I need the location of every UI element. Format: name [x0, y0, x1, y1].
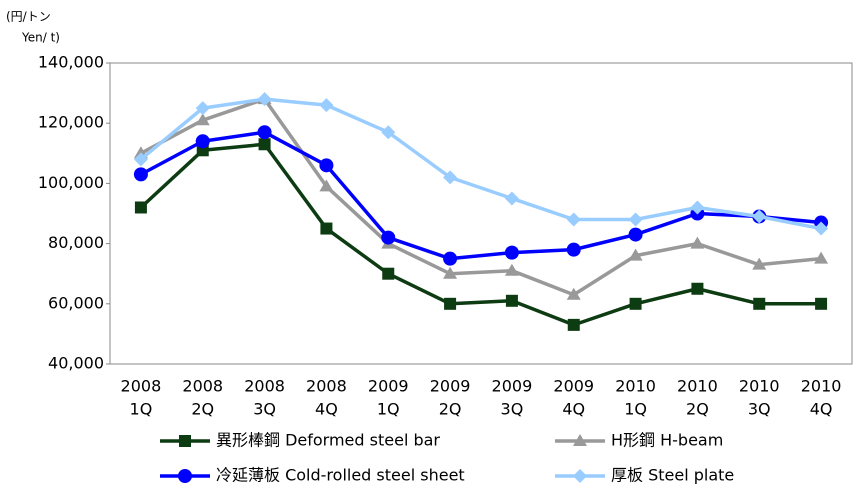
- x-tick-label: 2010: [615, 377, 656, 396]
- legend-marker: [179, 435, 191, 447]
- x-tick-label: 2008: [244, 377, 285, 396]
- marker: [752, 209, 767, 224]
- marker: [566, 212, 581, 227]
- x-tick-label: 2Q: [686, 400, 709, 419]
- marker: [257, 125, 272, 140]
- x-tick-label: 2010: [677, 377, 718, 396]
- x-tick-label: 4Q: [810, 400, 833, 419]
- marker: [443, 170, 458, 185]
- x-tick-label: 4Q: [562, 400, 585, 419]
- x-tick-label: 2010: [739, 377, 780, 396]
- x-tick-label: 2009: [553, 377, 594, 396]
- marker: [815, 297, 828, 310]
- x-tick-label: 3Q: [501, 400, 524, 419]
- marker: [814, 221, 829, 236]
- marker: [566, 242, 581, 257]
- y-axis-label: (円/トン: [6, 10, 51, 24]
- y-axis-label: Yen/ t): [21, 31, 60, 45]
- y-tick-label: 80,000: [48, 233, 104, 252]
- series-line: [139, 97, 822, 231]
- x-tick-label: 2008: [182, 377, 223, 396]
- legend-marker: [573, 469, 587, 483]
- marker: [319, 179, 334, 192]
- marker: [257, 92, 272, 107]
- marker: [753, 297, 766, 310]
- marker: [504, 245, 519, 260]
- legend-marker: [573, 434, 587, 446]
- y-tick-label: 140,000: [38, 53, 104, 72]
- marker: [566, 287, 581, 300]
- marker: [195, 101, 210, 116]
- x-tick-label: 1Q: [130, 400, 153, 419]
- marker: [319, 158, 334, 173]
- marker: [690, 236, 705, 249]
- x-tick-label: 1Q: [624, 400, 647, 419]
- x-tick-label: 2009: [430, 377, 471, 396]
- marker: [629, 297, 642, 310]
- marker: [504, 263, 519, 276]
- marker: [133, 167, 148, 182]
- marker: [320, 222, 333, 235]
- x-tick-label: 2010: [801, 377, 842, 396]
- marker: [134, 201, 147, 214]
- marker: [690, 200, 705, 215]
- marker: [195, 113, 210, 126]
- marker: [381, 125, 396, 140]
- marker: [133, 152, 148, 167]
- y-tick-label: 60,000: [48, 293, 104, 312]
- legend-label: 厚板 Steel plate: [611, 466, 734, 485]
- marker: [444, 297, 457, 310]
- marker: [319, 98, 334, 113]
- marker: [443, 266, 458, 279]
- y-tick-label: 100,000: [38, 173, 104, 192]
- x-tick-label: 1Q: [377, 400, 400, 419]
- marker: [814, 251, 829, 264]
- marker: [752, 257, 767, 270]
- marker: [505, 294, 518, 307]
- x-tick-label: 2Q: [191, 400, 214, 419]
- y-tick-label: 120,000: [38, 113, 104, 132]
- marker: [628, 212, 643, 227]
- marker: [691, 282, 704, 295]
- marker: [504, 191, 519, 206]
- legend-label: H形鋼 H-beam: [611, 431, 723, 450]
- series-line: [140, 130, 822, 261]
- marker: [258, 138, 271, 151]
- x-tick-label: 3Q: [748, 400, 771, 419]
- series-line: [140, 97, 822, 297]
- x-tick-label: 2009: [492, 377, 533, 396]
- x-tick-label: 2009: [368, 377, 409, 396]
- x-tick-label: 4Q: [315, 400, 338, 419]
- marker: [382, 267, 395, 280]
- marker: [443, 251, 458, 266]
- legend-label: 冷延薄板 Cold-rolled steel sheet: [216, 466, 465, 485]
- marker: [628, 227, 643, 242]
- x-tick-label: 2008: [306, 377, 347, 396]
- marker: [567, 318, 580, 331]
- marker: [628, 248, 643, 261]
- legend-label: 異形棒鋼 Deformed steel bar: [216, 431, 440, 450]
- x-tick-label: 2Q: [439, 400, 462, 419]
- legend-marker: [178, 469, 192, 483]
- marker: [195, 134, 210, 149]
- plot-border: [109, 62, 853, 365]
- marker: [381, 230, 396, 245]
- x-tick-label: 2008: [121, 377, 162, 396]
- y-tick-label: 40,000: [48, 354, 104, 373]
- series-line: [139, 142, 822, 327]
- x-tick-label: 3Q: [253, 400, 276, 419]
